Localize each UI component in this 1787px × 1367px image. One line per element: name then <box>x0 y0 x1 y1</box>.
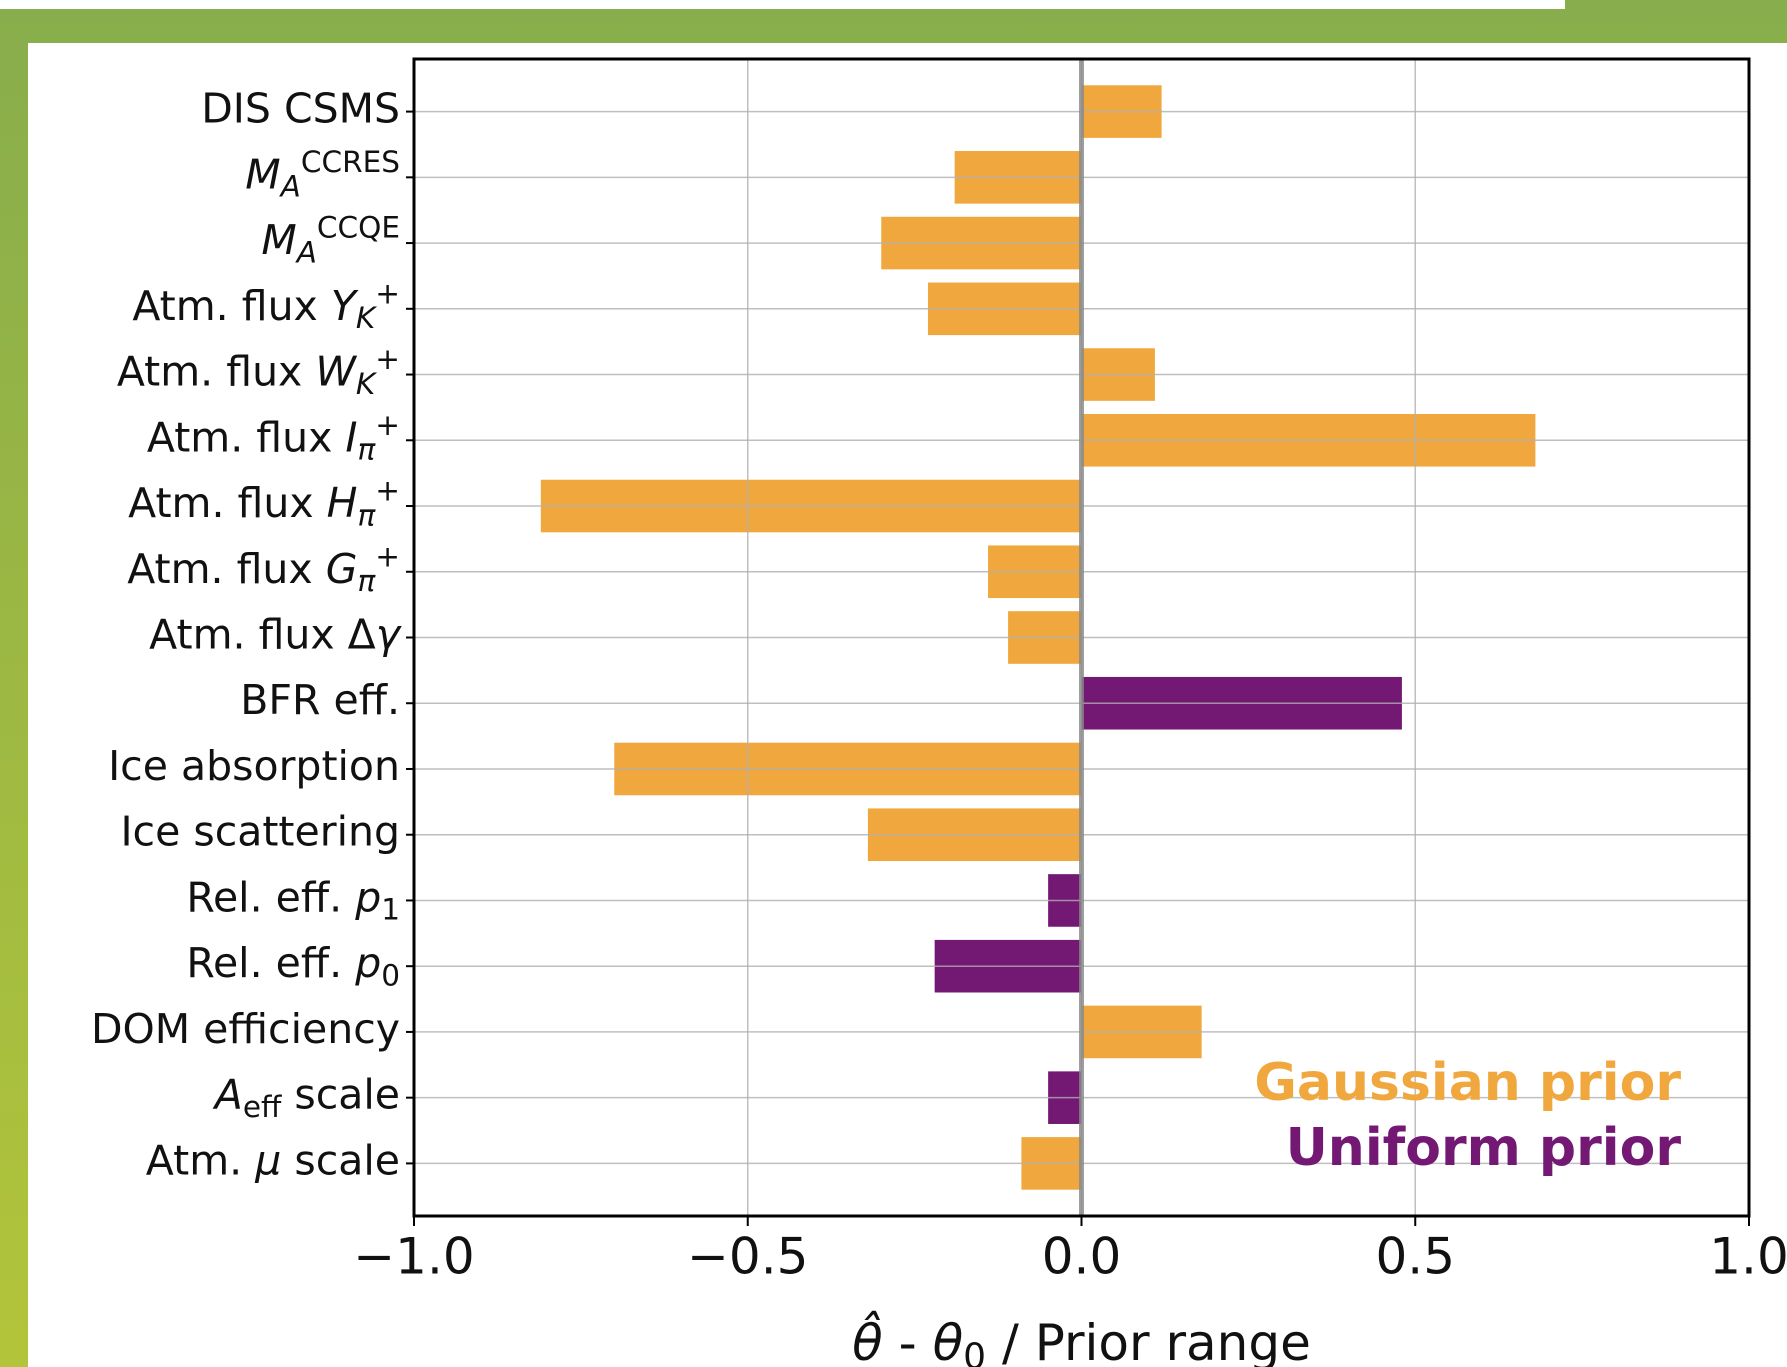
x-tick-label: 0.0 <box>1042 1228 1122 1286</box>
y-tick-label: MACCRES​ <box>245 144 400 203</box>
x-tick-label: −0.5 <box>687 1228 808 1286</box>
y-tick-label: Atm. flux Δγ <box>149 611 403 659</box>
y-tick-label: Atm. flux Hπ+​ <box>128 473 400 532</box>
x-tick-label: 1.0 <box>1709 1228 1787 1286</box>
y-tick-label: DIS CSMS <box>201 85 400 133</box>
y-tick-label: BFR eff. <box>240 676 400 724</box>
y-tick-label: Ice scattering <box>120 808 400 856</box>
legend-entry: Gaussian prior <box>1254 1053 1681 1113</box>
y-tick-label: Atm. flux YK+​ <box>132 276 400 335</box>
y-tick-label: Atm. flux Iπ+​ <box>147 407 400 466</box>
y-tick-label: Aeff scale <box>212 1071 400 1124</box>
x-tick-label: −1.0 <box>353 1228 474 1286</box>
legend-entry: Uniform prior <box>1286 1118 1682 1178</box>
y-tick-label: MACCQE​ <box>261 210 400 269</box>
x-axis-label: θ̂ - θ0 / Prior range <box>852 1310 1311 1367</box>
y-tick-label: DOM efficiency <box>91 1005 400 1053</box>
top-strip <box>0 0 1565 9</box>
y-tick-label: Rel. eff. p0​ <box>186 939 400 992</box>
y-tick-label: Atm. flux Gπ+​ <box>127 539 400 598</box>
y-tick-label: Rel. eff. p1​ <box>186 873 400 926</box>
y-tick-label: Ice absorption <box>108 742 400 790</box>
y-tick-label: Atm. μ scale <box>146 1136 400 1184</box>
y-tick-label: Atm. flux WK+​ <box>117 342 400 401</box>
x-tick-label: 0.5 <box>1375 1228 1455 1286</box>
